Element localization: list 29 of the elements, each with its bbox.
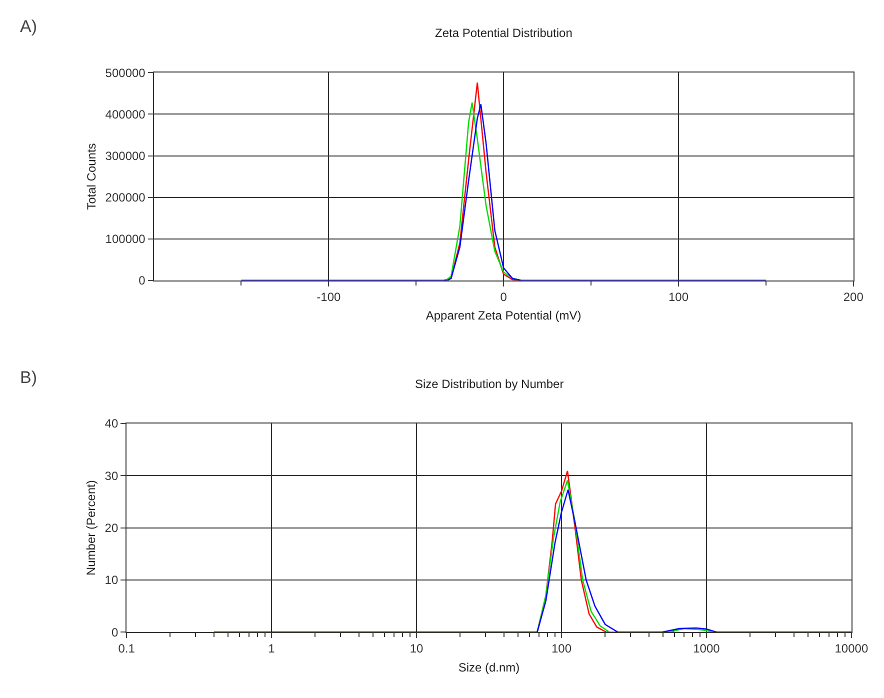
x-axis-title: Apparent Zeta Potential (mV)	[426, 308, 582, 323]
x-axis-title: Size (d.nm)	[458, 660, 520, 675]
x-tick-label: 1	[268, 642, 276, 656]
x-tick-label: 0	[500, 290, 508, 304]
y-tick-label: 30	[104, 468, 118, 483]
y-tick-label: 100000	[105, 232, 146, 246]
x-tick-label: 0.1	[118, 642, 136, 656]
y-tick-label: 400000	[105, 107, 146, 122]
y-tick-label: 300000	[105, 148, 146, 163]
y-tick-label: 0	[111, 625, 118, 640]
x-tick-label: 1000	[693, 642, 720, 656]
x-tick-label: -100	[316, 290, 341, 304]
y-axis-title: Number (Percent)	[84, 480, 98, 576]
chart-title: Size Distribution by Number	[415, 377, 564, 391]
chart-title: Zeta Potential Distribution	[435, 26, 572, 40]
x-tick-label: 100	[668, 290, 689, 304]
x-tick-label: 200	[843, 290, 864, 304]
y-axis-title: Total Counts	[84, 143, 99, 210]
text: B)	[20, 368, 37, 387]
text: A)	[20, 17, 37, 36]
y-tick-label: 10	[104, 573, 118, 588]
y-tick-label: 40	[104, 416, 118, 431]
y-tick-label: 20	[104, 521, 118, 536]
x-tick-label: 10	[410, 642, 424, 656]
y-tick-label: 200000	[105, 190, 146, 205]
x-tick-label: 100	[551, 642, 572, 656]
y-tick-label: 500000	[105, 66, 146, 80]
x-tick-label: 10000	[834, 642, 868, 656]
y-tick-label: 0	[138, 274, 146, 288]
